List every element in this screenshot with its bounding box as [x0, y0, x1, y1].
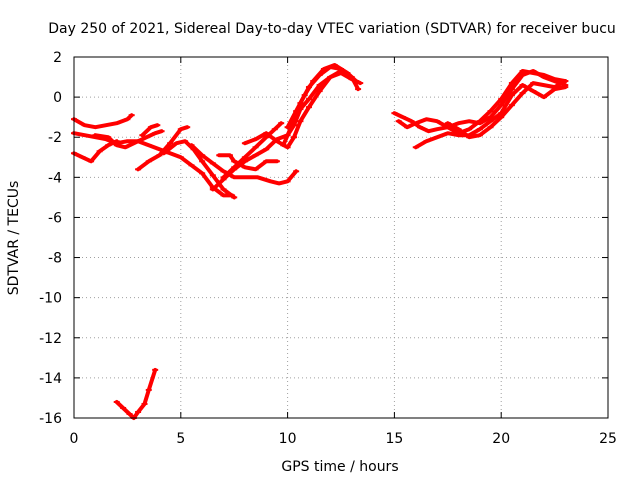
series-line	[285, 63, 358, 130]
series-trace-19	[444, 79, 569, 140]
y-axis-label: SDTVAR / TECUs	[6, 181, 22, 296]
series-line	[210, 71, 363, 192]
x-tick-label: 20	[492, 431, 510, 447]
y-tick-label: -6	[48, 210, 62, 226]
series-trace-3	[71, 139, 120, 164]
series-trace-2	[71, 131, 236, 198]
series-trace-9	[216, 153, 280, 172]
x-tick-label: 25	[599, 431, 617, 447]
chart-title: Day 250 of 2021, Sidereal Day-to-day VTE…	[48, 21, 616, 37]
y-tick-label: 2	[53, 50, 62, 66]
series-layer	[71, 63, 569, 420]
y-tick-label: -8	[48, 251, 62, 267]
series-trace-15	[113, 367, 159, 420]
series-trace-4	[92, 129, 165, 150]
y-tick-label: 0	[53, 90, 62, 106]
series-trace-1	[71, 113, 135, 130]
x-tick-label: 5	[176, 431, 185, 447]
series-trace-5	[135, 125, 191, 172]
series-trace-6	[139, 123, 161, 138]
grid	[74, 57, 608, 418]
y-tick-label: -14	[39, 371, 62, 387]
series-line	[72, 131, 235, 198]
series-line	[114, 367, 158, 420]
x-tick-label: 10	[279, 431, 297, 447]
y-tick-label: -16	[39, 411, 62, 427]
x-tick-label: 15	[385, 431, 403, 447]
y-tick-label: -12	[39, 331, 62, 347]
series-line	[72, 139, 119, 164]
series-trace-10	[209, 71, 364, 192]
x-axis-label: GPS time / hours	[281, 459, 398, 475]
plot-frame	[73, 56, 609, 419]
series-trace-18	[412, 83, 569, 150]
series-trace-14	[284, 63, 359, 130]
y-tick-label: -2	[48, 130, 62, 146]
y-tick-label: -10	[39, 291, 62, 307]
y-tick-label: -4	[48, 170, 62, 186]
series-trace-8	[188, 143, 300, 186]
x-tick-label: 0	[70, 431, 79, 447]
